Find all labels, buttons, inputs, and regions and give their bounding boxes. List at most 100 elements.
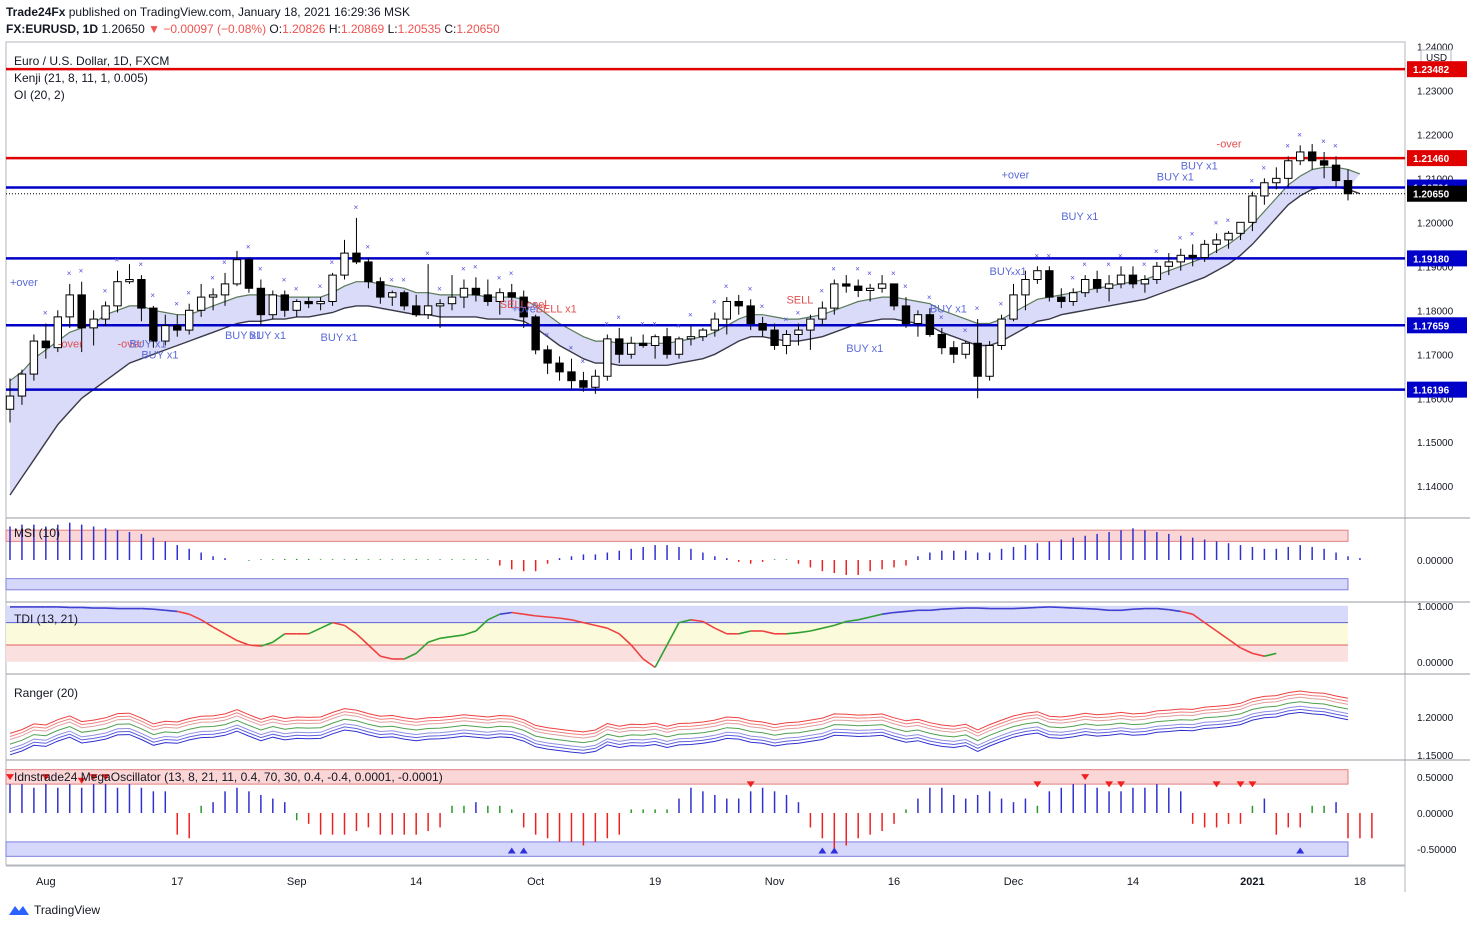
time-axis-label: Oct [527, 876, 544, 888]
candle-body [722, 300, 731, 320]
tdi-segment [499, 611, 512, 615]
time-axis-label: 17 [171, 876, 183, 888]
candle-body [1296, 151, 1305, 162]
last-price-tag [1407, 185, 1467, 202]
tdi-segment [1049, 606, 1062, 609]
msi-overbought-band [5, 529, 1349, 542]
signal-cross-icon: × [330, 258, 335, 267]
candle-body [1200, 243, 1209, 259]
indicator-label: Kenji (21, 8, 11, 1, 0.005) [14, 71, 148, 85]
candle-body [1128, 274, 1138, 285]
publisher-name[interactable]: Trade24Fx [6, 5, 66, 19]
tdi-segment [523, 613, 536, 617]
candle-body [1272, 177, 1281, 184]
tdi-segment [929, 608, 942, 612]
candle-body [1057, 296, 1066, 302]
msi-title: MSI (10) [14, 526, 60, 540]
price-axis-tick: 1.17000 [1417, 350, 1454, 361]
tdi-segment [57, 606, 70, 609]
tdi-lower-band [6, 645, 1348, 662]
tdi-segment [1228, 638, 1241, 649]
price-axis-tick: 1.18000 [1417, 306, 1454, 317]
level-label: 1.19180 [1413, 254, 1450, 265]
candle-body [161, 325, 170, 342]
candle-body [686, 336, 696, 340]
candle-body [17, 373, 27, 397]
tdi-segment [105, 607, 118, 610]
signal-annotation: -over [1217, 139, 1242, 151]
signal-annotation: BUY x1 [321, 332, 358, 344]
tdi-segment [666, 622, 680, 646]
mega-title: Idnstrade24 MegaOscillator (13, 8, 21, 1… [14, 770, 443, 784]
tdi-segment [200, 619, 214, 628]
tdi-segment [834, 620, 847, 627]
price-change: −0.00097 (−0.08%) [163, 22, 267, 36]
buy-triangle-icon [507, 847, 516, 854]
candle-body [41, 340, 51, 349]
signal-cross-icon: × [1106, 260, 1111, 269]
ranger-line [9, 693, 1349, 737]
tdi-segment [248, 644, 261, 647]
signal-cross-icon: × [150, 291, 155, 300]
tdi-segment [547, 616, 560, 619]
signal-annotation: BUY x1 [141, 350, 178, 362]
candle-body [1248, 195, 1257, 223]
tdi-segment [511, 611, 524, 615]
candle-body [1080, 279, 1090, 294]
candle-body [352, 252, 361, 263]
tdi-segment [714, 627, 728, 635]
candle-body [555, 362, 564, 373]
level-tag-1.21460 [1407, 150, 1467, 167]
candle-body [340, 252, 349, 276]
footer: TradingView [8, 903, 100, 917]
ranger-axis-tick: 1.20000 [1417, 713, 1454, 724]
candle-body [268, 294, 278, 316]
buy-triangle-icon [830, 847, 839, 854]
candle-body [973, 342, 982, 377]
signal-cross-icon: × [819, 286, 824, 295]
tdi-segment [177, 610, 190, 615]
candle-body [364, 261, 373, 283]
level-tag-1.23482 [1407, 61, 1467, 78]
tdi-segment [869, 613, 883, 618]
candle-body [806, 318, 815, 331]
price-axis-tick: 1.14000 [1417, 482, 1454, 493]
price-axis-tick: 1.23000 [1417, 86, 1454, 97]
price-axis-tick: 1.16000 [1417, 394, 1454, 405]
tdi-segment [1013, 607, 1026, 610]
tdi-segment [1192, 613, 1206, 624]
footer-brand[interactable]: TradingView [34, 903, 101, 917]
candle-body [495, 292, 505, 302]
signal-cross-icon: × [79, 267, 84, 276]
candle-body [65, 294, 74, 318]
signal-annotation: SELL [786, 295, 813, 307]
candle-body [328, 274, 337, 302]
candle-body [173, 325, 182, 331]
tdi-segment [1025, 606, 1038, 609]
msi-axis-tick: 0.00000 [1417, 556, 1454, 567]
tdi-segment [893, 610, 907, 614]
candle-body [650, 336, 660, 346]
price-axis-tick: 1.15000 [1417, 438, 1454, 449]
signal-annotation: +over [512, 303, 540, 315]
candle-body [435, 303, 445, 307]
tdi-segment [344, 624, 357, 635]
candle-body [149, 307, 158, 342]
candle-body [483, 294, 493, 302]
tdi-segment [642, 658, 656, 669]
candle-body [53, 316, 62, 349]
buy-triangle-icon [519, 847, 528, 854]
open-label: O: [269, 22, 283, 36]
tdi-segment [1061, 606, 1074, 609]
tdi-segment [941, 607, 954, 610]
level-tag-1.16196 [1407, 381, 1467, 398]
sell-triangle-icon [1105, 781, 1114, 788]
candle-body [830, 283, 839, 309]
signal-annotation: BUY x1 [930, 303, 967, 315]
candle-body [1343, 180, 1353, 195]
candle-body [674, 338, 684, 355]
tdi-segment [332, 621, 345, 627]
candle-body [889, 283, 899, 307]
time-axis-label: 19 [649, 876, 661, 888]
